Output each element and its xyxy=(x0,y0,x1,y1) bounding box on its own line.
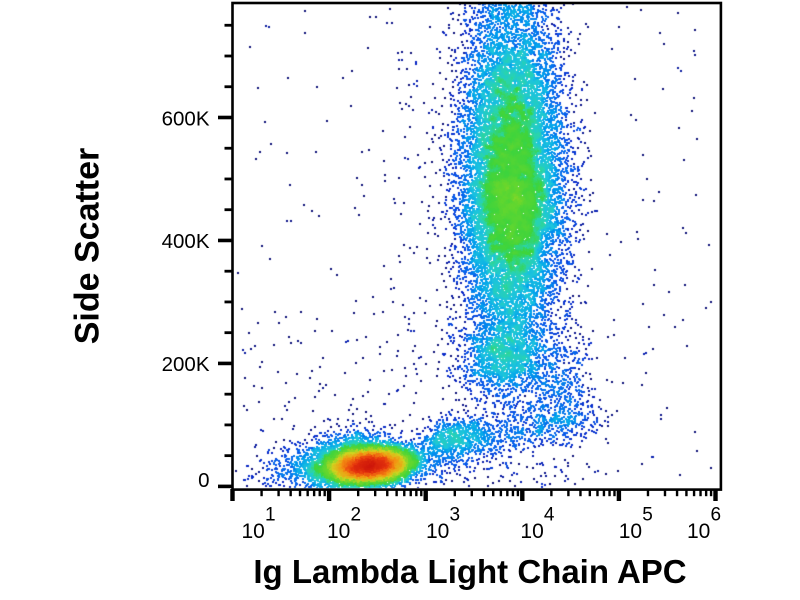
svg-text:400K: 400K xyxy=(162,230,210,253)
svg-text:10: 10 xyxy=(426,520,449,543)
svg-text:10: 10 xyxy=(327,520,350,543)
svg-text:10: 10 xyxy=(242,520,265,543)
svg-text:1: 1 xyxy=(265,505,276,526)
svg-text:0: 0 xyxy=(198,469,209,492)
svg-text:5: 5 xyxy=(642,505,653,526)
svg-text:3: 3 xyxy=(450,505,461,526)
svg-text:600K: 600K xyxy=(162,107,210,130)
svg-text:2: 2 xyxy=(351,505,362,526)
svg-text:10: 10 xyxy=(687,520,710,543)
svg-text:4: 4 xyxy=(544,505,555,526)
svg-text:200K: 200K xyxy=(162,353,210,376)
svg-text:6: 6 xyxy=(711,505,722,526)
svg-text:10: 10 xyxy=(520,520,543,543)
svg-text:10: 10 xyxy=(619,520,642,543)
